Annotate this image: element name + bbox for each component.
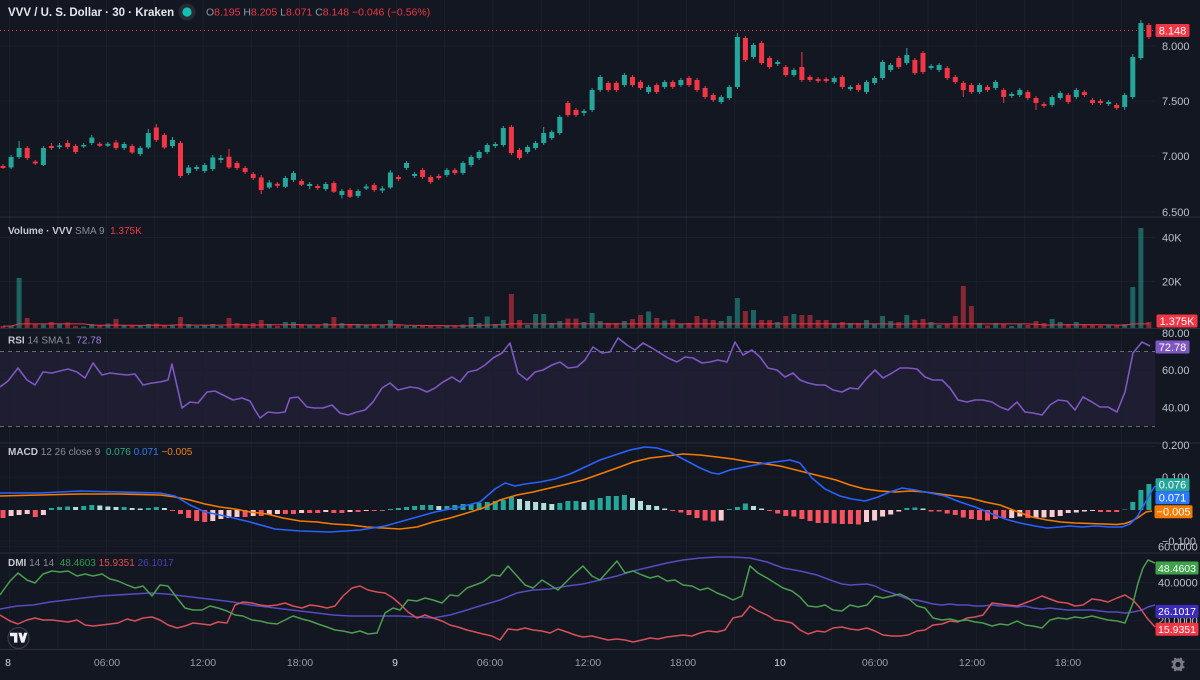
svg-text:12:00: 12:00 bbox=[575, 657, 601, 669]
svg-text:1.375K: 1.375K bbox=[1160, 316, 1196, 328]
svg-text:12:00: 12:00 bbox=[959, 657, 985, 669]
svg-text:72.78: 72.78 bbox=[1159, 342, 1187, 354]
svg-text:06:00: 06:00 bbox=[94, 657, 120, 669]
svg-text:−0.100: −0.100 bbox=[1162, 536, 1196, 548]
svg-text:48.4603: 48.4603 bbox=[1158, 563, 1196, 575]
svg-text:18:00: 18:00 bbox=[287, 657, 313, 669]
svg-text:60.0000: 60.0000 bbox=[1158, 542, 1198, 554]
svg-text:10: 10 bbox=[774, 657, 786, 669]
svg-text:RSI 14 SMA 1 72.78: RSI 14 SMA 1 72.78 bbox=[8, 336, 102, 347]
svg-text:0.071: 0.071 bbox=[1159, 493, 1187, 505]
svg-text:7.500: 7.500 bbox=[1162, 96, 1190, 108]
svg-text:18:00: 18:00 bbox=[670, 657, 696, 669]
svg-text:40K: 40K bbox=[1162, 232, 1182, 244]
svg-text:06:00: 06:00 bbox=[862, 657, 888, 669]
svg-text:MACD 12 26 close 9 0.076 0.07: MACD 12 26 close 9 0.076 0.071 −0.005 bbox=[8, 447, 193, 458]
svg-text:−0.005: −0.005 bbox=[1157, 507, 1191, 519]
svg-text:0.200: 0.200 bbox=[1162, 440, 1190, 452]
svg-text:60.00: 60.00 bbox=[1162, 365, 1190, 377]
svg-text:15.9351: 15.9351 bbox=[1158, 624, 1196, 636]
svg-text:18:00: 18:00 bbox=[1055, 657, 1081, 669]
svg-text:VVV / U. S. Dollar · 30 · Krak: VVV / U. S. Dollar · 30 · Kraken bbox=[8, 7, 174, 19]
svg-text:8.000: 8.000 bbox=[1162, 41, 1190, 53]
svg-text:26.1017: 26.1017 bbox=[1158, 606, 1196, 618]
svg-text:9: 9 bbox=[392, 657, 398, 669]
svg-text:0.076: 0.076 bbox=[1159, 480, 1187, 492]
svg-text:80.00: 80.00 bbox=[1162, 328, 1190, 340]
svg-text:Volume · VVV SMA 9 1.375K: Volume · VVV SMA 9 1.375K bbox=[8, 226, 142, 237]
svg-text:DMI 14 14 48.4603 15.9351 26.: DMI 14 14 48.4603 15.9351 26.1017 bbox=[8, 558, 174, 569]
svg-text:40.00: 40.00 bbox=[1162, 402, 1190, 414]
svg-text:6.500: 6.500 bbox=[1162, 207, 1190, 219]
svg-text:8: 8 bbox=[5, 657, 11, 669]
svg-text:06:00: 06:00 bbox=[477, 657, 503, 669]
svg-text:20K: 20K bbox=[1162, 276, 1182, 288]
svg-text:40.0000: 40.0000 bbox=[1158, 578, 1198, 590]
svg-text:O8.195 H8.205 L8.071 C8.148 −0: O8.195 H8.205 L8.071 C8.148 −0.046 (−0.5… bbox=[206, 7, 430, 19]
svg-text:12:00: 12:00 bbox=[190, 657, 216, 669]
svg-text:7.000: 7.000 bbox=[1162, 151, 1190, 163]
svg-text:8.148: 8.148 bbox=[1159, 25, 1187, 37]
